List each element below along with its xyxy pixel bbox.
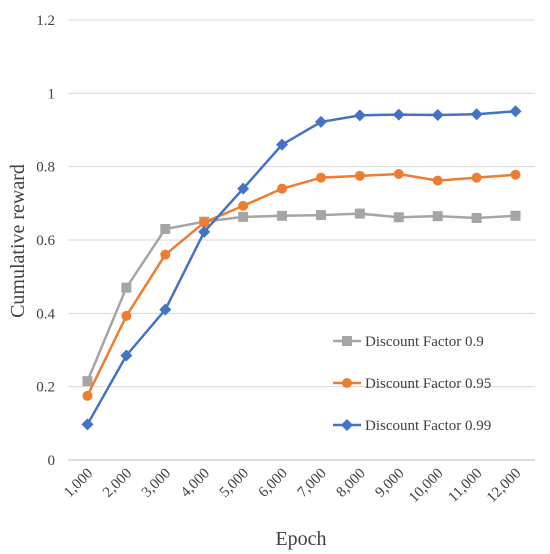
data-point [392,108,405,121]
legend: Discount Factor 0.9 Discount Factor 0.95 D… [333,334,491,434]
data-point [314,115,327,128]
legend-swatch-marker [341,419,353,431]
data-point [470,108,483,121]
x-tick-label: 12,000 [484,466,524,506]
legend-swatch-marker [342,336,352,346]
data-point [160,249,171,260]
data-point [354,208,365,219]
gridlines [68,19,535,461]
data-point [354,170,365,181]
data-point [82,390,93,401]
data-point [431,108,444,121]
data-point [471,213,482,223]
data-point [237,182,250,195]
x-axis-title: Epoch [275,528,326,550]
legend-item: Discount Factor 0.9 [333,334,484,350]
data-point [159,303,172,316]
data-point [276,138,289,151]
legend-item: Discount Factor 0.99 [333,418,491,434]
series-line [86,110,516,426]
data-point [81,418,94,431]
x-tick-label: 7,000 [295,466,330,501]
data-point [393,169,404,179]
data-point [353,109,366,122]
series-2 [82,169,521,401]
series-lines [81,105,522,431]
x-tick-label: 4,000 [178,466,213,501]
y-tick-label: 1.2 [36,13,55,29]
x-tick-label: 9,000 [372,466,407,501]
y-axis-title: Cumulative reward [7,164,29,318]
x-tick-label: 1,000 [61,466,96,501]
legend-label: Discount Factor 0.95 [365,376,491,392]
data-point [432,211,443,222]
data-point [121,282,132,293]
data-point [121,310,132,321]
data-point [471,172,482,183]
series-3 [81,105,522,431]
y-tick-label: 1 [48,86,56,102]
y-tick-label: 0 [48,453,56,469]
data-point [277,183,288,194]
series-line [86,212,516,382]
series-line [86,172,516,397]
x-tick-label: 8,000 [334,466,369,501]
x-tick-label: 6,000 [256,466,291,501]
data-point [238,211,249,222]
legend-label: Discount Factor 0.9 [365,334,484,350]
data-point [509,105,522,118]
data-point [198,225,211,238]
data-point [160,224,171,234]
data-point [82,376,93,387]
data-point [510,169,521,180]
legend-label: Discount Factor 0.99 [365,418,491,434]
data-point [432,175,443,186]
series-1 [82,208,521,387]
data-point [315,210,326,221]
data-point [238,200,249,211]
data-point [120,349,133,362]
y-tick-label: 0.4 [36,306,55,322]
x-tick-label: 5,000 [217,466,252,501]
data-point [277,210,288,221]
legend-item: Discount Factor 0.95 [333,376,491,392]
y-tick-label: 0.6 [36,233,55,249]
x-tick-label: 11,000 [445,466,485,506]
y-tick-label: 0.2 [36,380,55,396]
legend-swatch-marker [342,378,352,388]
data-point [393,212,404,223]
data-point [315,172,326,183]
data-point [510,210,521,221]
x-tick-label: 10,000 [406,466,446,506]
x-axis-ticks: 1,000 2,000 3,000 4,000 5,000 6,000 7,000 8,000… [61,466,524,506]
data-point [199,217,210,228]
x-tick-label: 3,000 [139,466,174,501]
y-tick-label: 0.8 [36,160,55,176]
y-axis-ticks: 0 0.2 0.4 0.6 0.8 1 1.2 [36,13,55,469]
x-tick-label: 2,000 [100,466,135,501]
